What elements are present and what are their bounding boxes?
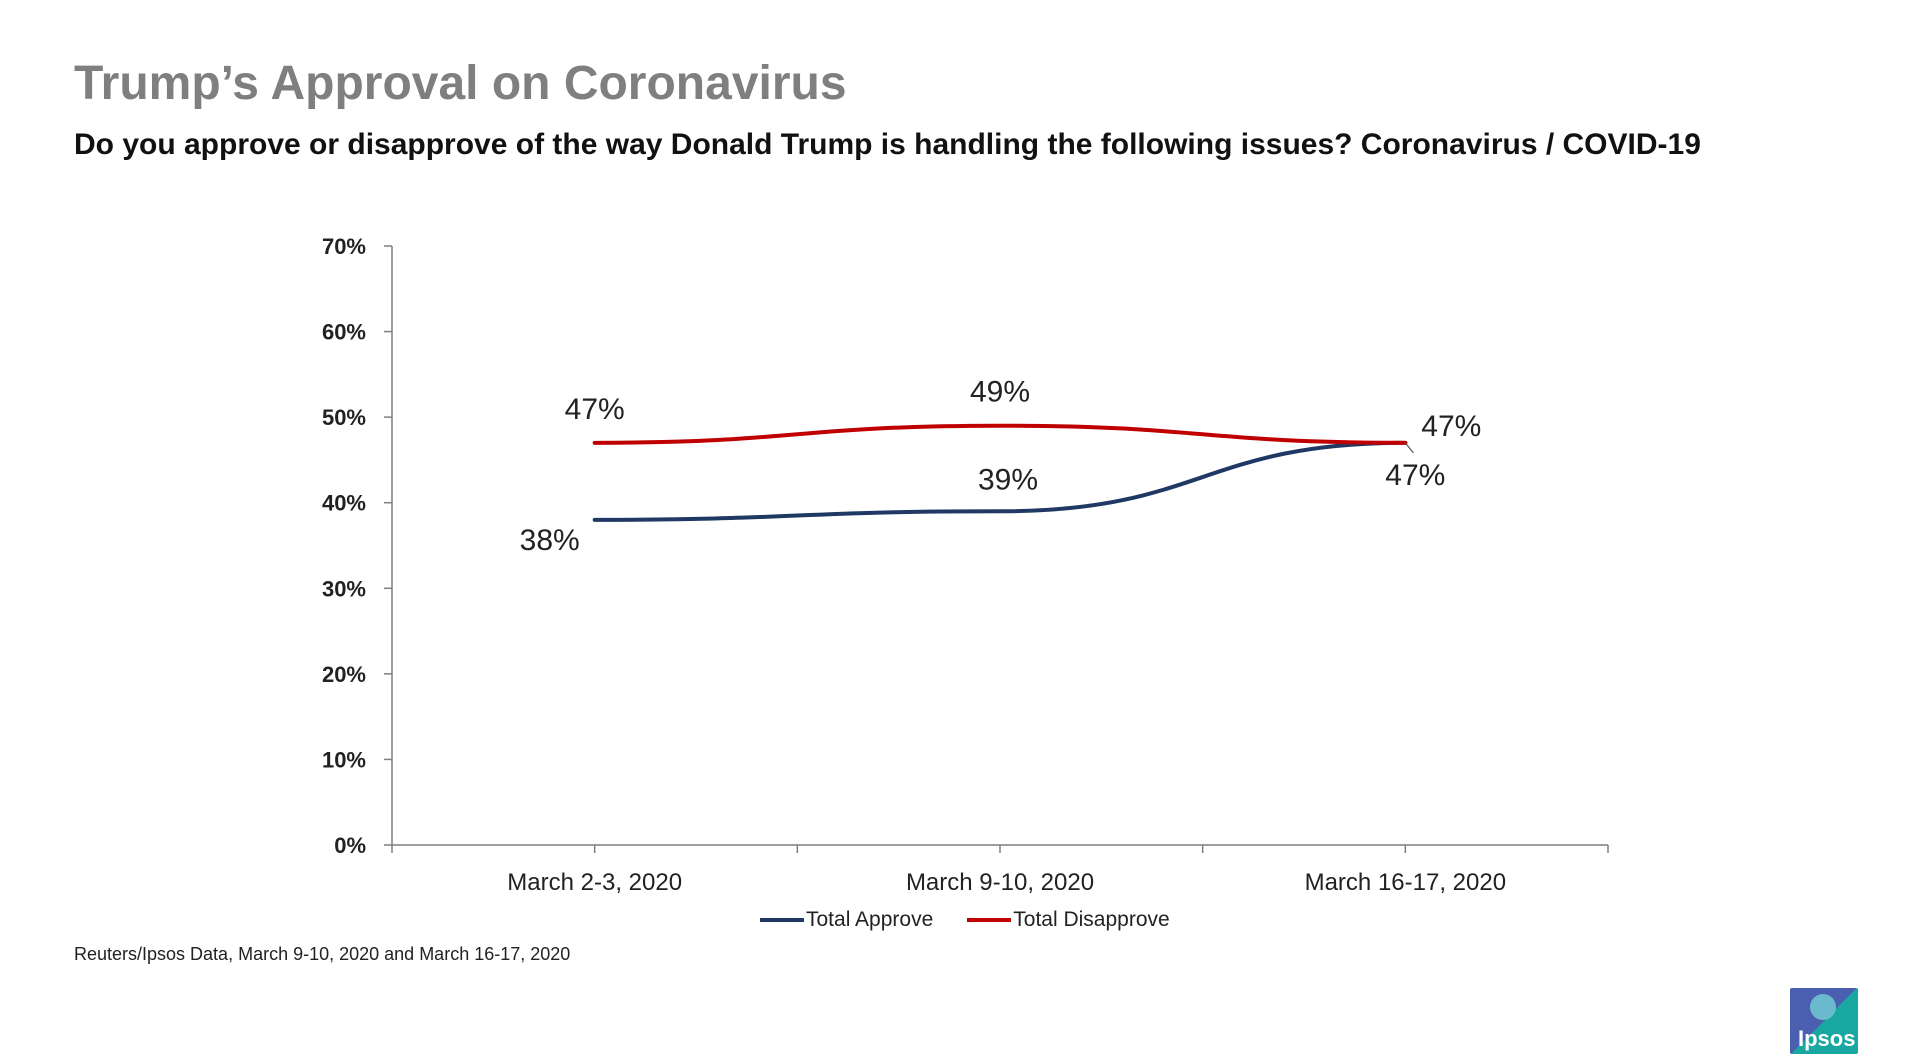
- data-label-disapprove: 47%: [1421, 410, 1481, 443]
- legend-label-approve: Total Approve: [806, 908, 934, 931]
- data-label-leader-line: [1404, 442, 1414, 454]
- legend-swatch-approve: [760, 918, 804, 922]
- legend-label-disapprove: Total Disapprove: [1013, 908, 1170, 931]
- y-tick-label: 50%: [322, 405, 366, 430]
- data-label-approve: 47%: [1385, 459, 1445, 492]
- x-tick-label: March 16-17, 2020: [1305, 869, 1506, 896]
- y-tick-label: 20%: [322, 662, 366, 687]
- y-tick-label: 0%: [334, 833, 366, 858]
- x-tick-label: March 9-10, 2020: [906, 869, 1094, 896]
- y-tick-label: 60%: [322, 320, 366, 345]
- logo-mark-icon: [1810, 994, 1836, 1020]
- y-tick-label: 70%: [322, 234, 366, 259]
- y-tick-label: 30%: [322, 576, 366, 601]
- data-label-disapprove: 47%: [565, 393, 625, 426]
- data-label-approve: 39%: [978, 463, 1038, 496]
- legend-swatch-disapprove: [967, 918, 1012, 922]
- chart-legend: Total Approve Total Disapprove: [760, 906, 1204, 934]
- ipsos-logo: Ipsos: [1790, 988, 1858, 1054]
- data-label-approve: 38%: [520, 524, 580, 557]
- y-tick-label: 10%: [322, 747, 366, 772]
- page-title: Trump’s Approval on Coronavirus: [74, 57, 847, 110]
- source-note: Reuters/Ipsos Data, March 9-10, 2020 and…: [74, 944, 571, 964]
- legend-item-approve: Total Approve: [760, 908, 933, 932]
- y-tick-label: 40%: [322, 491, 366, 516]
- chart-subtitle: Do you approve or disapprove of the way …: [74, 128, 1701, 161]
- legend-item-disapprove: Total Disapprove: [967, 908, 1170, 932]
- x-tick-label: March 2-3, 2020: [507, 869, 682, 896]
- logo-text: Ipsos: [1798, 1026, 1856, 1051]
- data-label-disapprove: 49%: [970, 376, 1030, 409]
- line-chart: 0% 10% 20% 30% 40% 50% 60% 70% March 2-3, 2020 Ma…: [322, 234, 1609, 896]
- series-line-approve: [592, 440, 1408, 522]
- series-line-disapprove: [592, 423, 1408, 445]
